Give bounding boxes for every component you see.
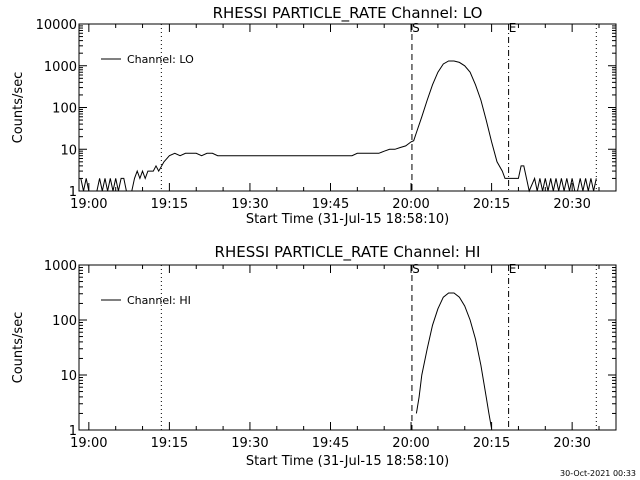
x-tick-label: 20:15 — [473, 197, 510, 212]
y-tick-label: 1000 — [44, 60, 77, 75]
legend-label: Channel: LO — [127, 53, 194, 66]
y-tick-label: 100 — [52, 102, 77, 117]
legend-label: Channel: HI — [127, 294, 191, 307]
chart-title: RHESSI PARTICLE_RATE Channel: HI — [215, 243, 481, 262]
y-tick-label: 1 — [69, 185, 77, 200]
marker-label: E — [509, 262, 517, 276]
footer-timestamp: 30-Oct-2021 00:33 — [560, 469, 636, 478]
marker-label: S — [412, 262, 420, 276]
x-tick-label: 19:00 — [70, 436, 107, 451]
y-tick-label: 10000 — [36, 18, 77, 33]
y-tick-label: 10 — [60, 143, 77, 158]
x-tick-label: 20:30 — [553, 436, 590, 451]
y-tick-label: 10 — [60, 369, 77, 384]
x-tick-label: 19:15 — [151, 436, 188, 451]
marker-label: S — [412, 21, 420, 35]
x-tick-label: 19:45 — [312, 436, 349, 451]
x-axis-label: Start Time (31-Jul-15 18:58:10) — [246, 454, 449, 469]
y-axis-label: Counts/sec — [11, 72, 26, 144]
x-tick-label: 20:30 — [553, 197, 590, 212]
plot-frame — [78, 23, 617, 192]
x-tick-label: 19:30 — [231, 197, 268, 212]
chart-title: RHESSI PARTICLE_RATE Channel: LO — [213, 4, 483, 23]
y-tick-label: 100 — [52, 314, 77, 329]
y-axis-label: Counts/sec — [11, 312, 26, 384]
x-tick-label: 19:30 — [231, 436, 268, 451]
y-tick-label: 1 — [69, 424, 77, 439]
plot-frame — [78, 264, 617, 431]
x-tick-label: 19:45 — [312, 197, 349, 212]
marker-label: E — [509, 21, 517, 35]
x-axis-label: Start Time (31-Jul-15 18:58:10) — [246, 212, 449, 227]
x-tick-label: 19:15 — [151, 197, 188, 212]
x-tick-label: 19:00 — [70, 197, 107, 212]
x-tick-label: 20:00 — [392, 197, 429, 212]
x-tick-label: 20:00 — [392, 436, 429, 451]
x-tick-label: 20:15 — [473, 436, 510, 451]
y-tick-label: 1000 — [44, 259, 77, 274]
series-line — [415, 292, 493, 429]
series-line — [80, 60, 597, 193]
